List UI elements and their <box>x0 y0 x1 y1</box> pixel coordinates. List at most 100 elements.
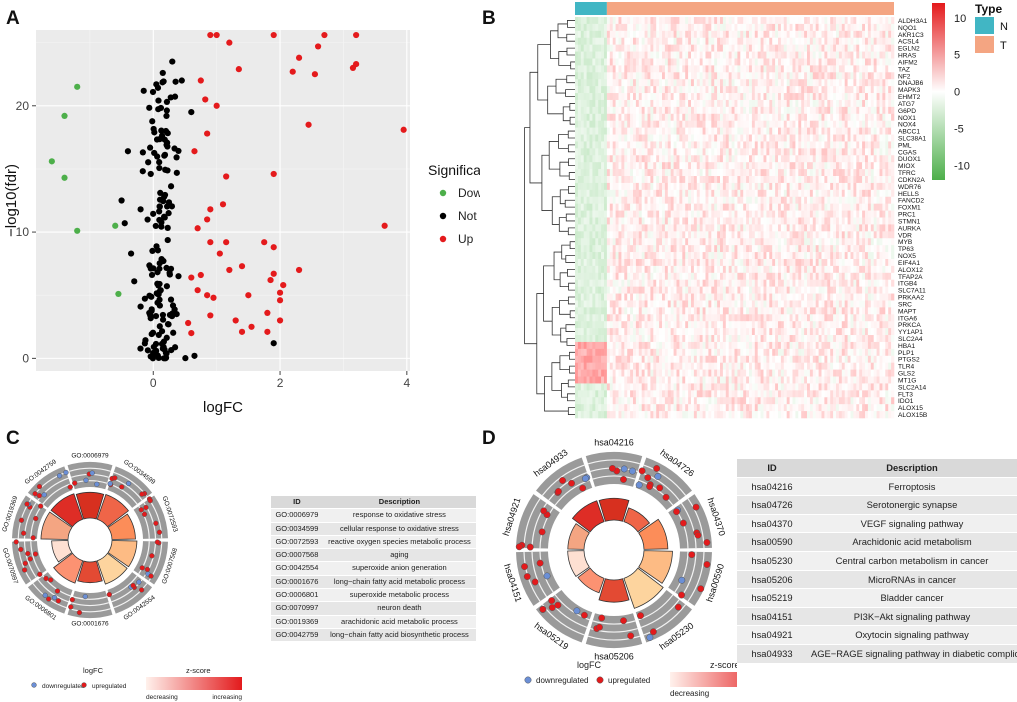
heatmap-cell <box>595 23 599 32</box>
heatmap-cell <box>830 265 834 274</box>
heatmap-cell <box>624 258 628 267</box>
heatmap-cell <box>844 134 848 142</box>
heatmap-cell <box>682 252 686 260</box>
heatmap-cell <box>609 245 613 253</box>
heatmap-cell <box>751 30 756 39</box>
heatmap-cell <box>635 44 640 52</box>
heatmap-cell <box>879 99 883 108</box>
heatmap-cell <box>879 162 883 170</box>
heatmap-cell <box>615 224 619 232</box>
heatmap-cell <box>598 169 602 177</box>
heatmap-cell <box>589 17 593 25</box>
heatmap-cell <box>627 182 631 191</box>
point-up <box>276 289 284 296</box>
heatmap-cell <box>862 245 866 253</box>
heatmap-cell <box>693 148 698 156</box>
heatmap-cell <box>575 72 579 80</box>
heatmap-cell <box>775 93 779 101</box>
heatmap-cell <box>830 210 834 218</box>
heatmap-cell <box>586 238 590 246</box>
point-not <box>149 329 157 336</box>
heatmap-cell <box>604 106 608 115</box>
heatmap-cell <box>685 51 689 59</box>
heatmap-cell <box>818 238 822 246</box>
heatmap-cell <box>670 120 674 128</box>
heatmap-cell <box>847 293 851 301</box>
heatmap-cell <box>766 17 770 25</box>
heatmap-cell <box>618 30 622 39</box>
heatmap-cell <box>580 44 584 52</box>
heatmap-cell <box>749 79 753 87</box>
heatmap-cell <box>821 23 825 32</box>
heatmap-cell <box>714 182 718 191</box>
heatmap-cell <box>609 252 613 260</box>
heatmap-cell <box>682 293 686 301</box>
heatmap-cell <box>702 113 706 122</box>
heatmap-cell <box>763 113 767 122</box>
heatmap-cell <box>725 148 729 156</box>
heatmap-cell <box>647 210 651 218</box>
heatmap-cell <box>725 217 729 225</box>
heatmap-cell <box>824 169 828 177</box>
heatmap-cell <box>812 17 816 25</box>
heatmap-cell <box>641 258 645 267</box>
heatmap-cell <box>711 106 715 115</box>
heatmap-cell <box>702 106 706 115</box>
heatmap-cell <box>627 37 631 45</box>
heatmap-cell <box>717 65 721 73</box>
heatmap-cell <box>789 141 793 149</box>
heatmap-cell <box>606 245 611 253</box>
heatmap-cell <box>876 120 880 128</box>
heatmap-cell <box>763 231 767 239</box>
heatmap-cell <box>644 134 648 142</box>
heatmap-cell <box>705 231 709 239</box>
heatmap-cell <box>850 238 854 246</box>
heatmap-cell <box>662 293 666 301</box>
heatmap-cell <box>766 279 770 287</box>
heatmap-cell <box>821 300 825 308</box>
heatmap-cell <box>838 58 843 66</box>
heatmap-cell <box>635 182 640 191</box>
heatmap-cell <box>795 252 799 260</box>
heatmap-cell <box>737 189 741 198</box>
heatmap-cell <box>699 210 703 218</box>
heatmap-cell <box>601 23 605 32</box>
heatmap-cell <box>618 307 622 315</box>
heatmap-cell <box>598 300 602 308</box>
heatmap-cell <box>870 252 874 260</box>
legend-title: Significant <box>428 162 480 178</box>
heatmap-cell <box>586 182 590 191</box>
heatmap-cell <box>699 37 703 45</box>
heatmap-cell <box>798 189 802 198</box>
heatmap-cell <box>670 99 674 108</box>
heatmap-cell <box>685 58 689 66</box>
heatmap-cell <box>659 182 663 191</box>
heatmap-cell <box>844 300 848 308</box>
heatmap-cell <box>664 44 669 52</box>
heatmap-cell <box>731 258 735 267</box>
heatmap-cell <box>876 238 880 246</box>
heatmap-cell <box>743 58 747 66</box>
heatmap-cell <box>728 217 732 225</box>
heatmap-cell <box>836 182 840 191</box>
heatmap-cell <box>778 203 782 211</box>
heatmap-cell <box>801 203 805 211</box>
heatmap-cell <box>589 217 593 225</box>
heatmap-cell <box>728 196 732 204</box>
heatmap-cell <box>801 17 805 25</box>
heatmap-cell <box>862 23 866 32</box>
heatmap-cell <box>865 106 869 115</box>
point-not <box>159 311 167 319</box>
heatmap-cell <box>682 93 686 101</box>
heatmap-cell <box>763 189 767 198</box>
point-up <box>289 68 296 75</box>
heatmap-cell <box>847 17 851 25</box>
heatmap-cell <box>850 286 854 294</box>
heatmap-cell <box>795 44 799 52</box>
heatmap-cell <box>833 106 837 115</box>
heatmap-cell <box>856 17 860 25</box>
heatmap-cell <box>714 127 718 135</box>
heatmap-cell <box>635 196 640 204</box>
heatmap-cell <box>862 196 866 204</box>
heatmap-cell <box>792 169 796 177</box>
